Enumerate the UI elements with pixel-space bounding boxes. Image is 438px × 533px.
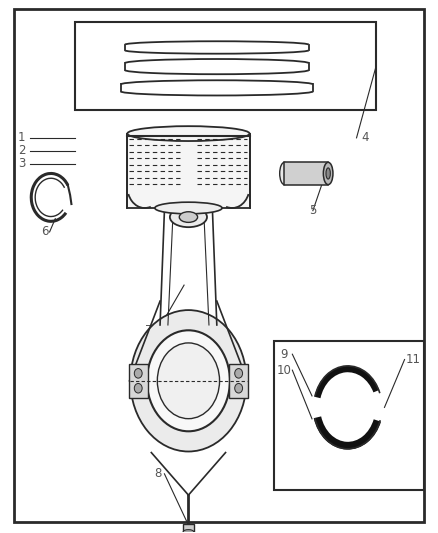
Ellipse shape <box>183 530 194 533</box>
Ellipse shape <box>127 126 250 141</box>
Ellipse shape <box>179 212 198 222</box>
Ellipse shape <box>326 168 330 179</box>
Text: 6: 6 <box>42 225 49 238</box>
Bar <box>229 364 248 398</box>
Bar <box>129 364 148 398</box>
Text: 1: 1 <box>18 131 25 144</box>
Bar <box>127 134 250 208</box>
Ellipse shape <box>170 207 207 227</box>
Text: 10: 10 <box>276 364 291 377</box>
Circle shape <box>235 383 243 393</box>
Text: 8: 8 <box>154 467 162 480</box>
Text: 2: 2 <box>18 144 25 157</box>
Text: 3: 3 <box>18 157 25 171</box>
Text: 7: 7 <box>145 324 153 337</box>
Text: 9: 9 <box>280 348 287 361</box>
Text: 11: 11 <box>406 353 421 366</box>
Bar <box>274 341 424 490</box>
Bar <box>285 163 328 184</box>
Ellipse shape <box>280 163 289 184</box>
Circle shape <box>235 368 243 378</box>
Circle shape <box>134 368 142 378</box>
Circle shape <box>131 310 247 451</box>
Circle shape <box>134 383 142 393</box>
Circle shape <box>157 343 219 419</box>
Bar <box>183 524 194 532</box>
Ellipse shape <box>323 163 333 184</box>
Circle shape <box>147 330 230 431</box>
Ellipse shape <box>155 202 222 214</box>
Text: 4: 4 <box>361 131 369 144</box>
Bar <box>75 22 376 110</box>
Text: 5: 5 <box>309 204 317 217</box>
